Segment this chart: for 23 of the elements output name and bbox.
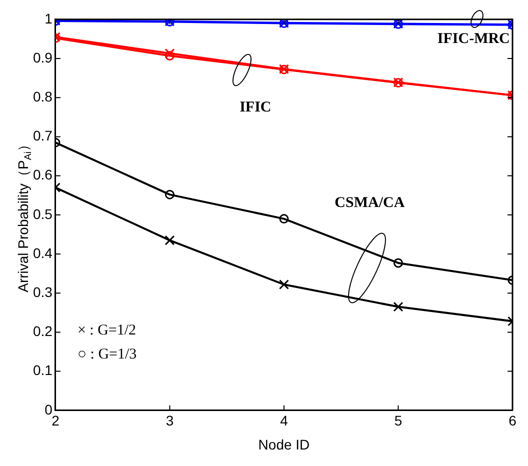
y-tick-label: 1 bbox=[44, 10, 53, 26]
x-tick-label: 2 bbox=[52, 412, 60, 429]
y-tick-label: 0.3 bbox=[32, 284, 53, 300]
annotation: CSMA/CA bbox=[334, 195, 405, 212]
y-tick-label: 0.6 bbox=[32, 166, 53, 183]
x-tick-label: 6 bbox=[508, 412, 517, 429]
y-tick-label: 0.7 bbox=[32, 128, 53, 144]
x-tick-label: 5 bbox=[394, 412, 402, 429]
x-axis-title: Node ID bbox=[258, 436, 310, 452]
annotation: IFIC bbox=[240, 99, 272, 116]
y-tick-label: 0.2 bbox=[32, 323, 53, 340]
y-axis-title: Arrival Probability（PAi） bbox=[14, 137, 34, 292]
y-tick-label: 0.9 bbox=[32, 49, 53, 66]
x-tick-label: 4 bbox=[280, 412, 288, 429]
y-tick-label: 0.4 bbox=[32, 244, 53, 261]
x-tick-label: 3 bbox=[166, 412, 174, 429]
annotation: ○ : G=1/3 bbox=[77, 346, 137, 362]
y-tick-label: 0.5 bbox=[32, 206, 53, 222]
y-tick-label: 0.8 bbox=[32, 88, 53, 104]
annotation: IFIC-MRC bbox=[437, 30, 510, 47]
y-tick-label: 0 bbox=[44, 401, 53, 418]
y-tick-label: 0.1 bbox=[32, 362, 53, 378]
annotation: × : G=1/2 bbox=[77, 322, 136, 338]
